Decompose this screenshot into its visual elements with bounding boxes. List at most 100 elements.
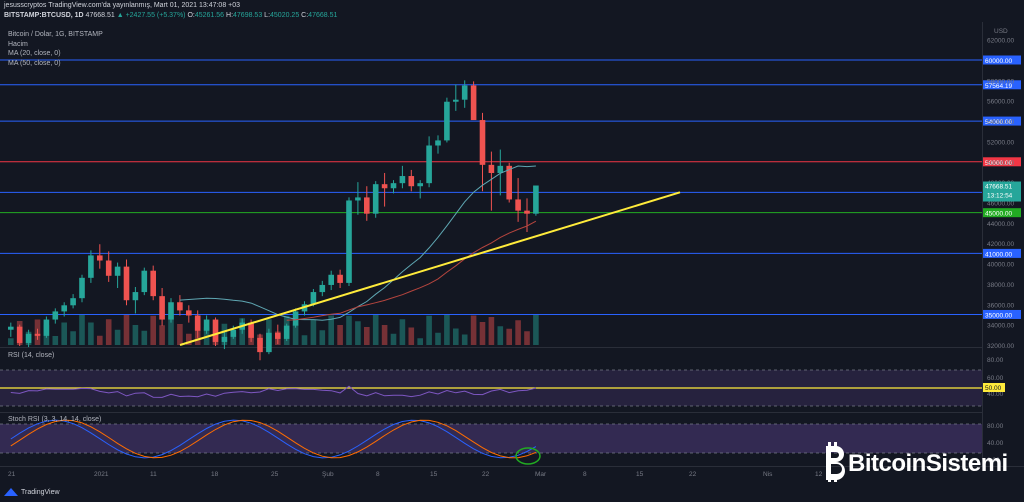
volume-bar — [168, 315, 174, 345]
price-tick: 46000.00 — [987, 201, 1014, 208]
stoch-rsi-legend[interactable]: Stoch RSI (3, 3, 14, 14, close) — [8, 416, 102, 423]
publish-info: jesusscryptos TradingView.com'da yayınla… — [4, 2, 241, 9]
volume-bar — [417, 338, 423, 345]
price-change: ▲ +2427.55 (+5.37%) — [116, 12, 186, 19]
volume-bar — [346, 315, 352, 345]
volume-bar — [355, 321, 361, 345]
time-tick: 12 — [815, 471, 823, 478]
level-label: 41000.00 — [985, 251, 1012, 258]
candle-body — [159, 296, 165, 320]
legend-ma50[interactable]: MA (50, close, 0) — [8, 59, 61, 67]
volume-bar — [328, 315, 334, 345]
price-tick: 32000.00 — [987, 343, 1014, 350]
candle-body — [346, 200, 352, 283]
candle-body — [515, 199, 521, 211]
candle-body — [292, 311, 299, 326]
o-label: O: — [187, 12, 195, 19]
level-label: 35000.00 — [985, 312, 1012, 319]
candle-body — [97, 255, 103, 261]
symbol[interactable]: BITSTAMP:BTCUSD, 1D — [4, 12, 84, 19]
high-value: 47698.53 — [233, 12, 263, 19]
volume-bar — [141, 330, 148, 345]
volume-bar — [16, 321, 23, 345]
support-trendline — [179, 191, 681, 346]
c-label: C: — [301, 12, 309, 19]
pane-tick: 80.00 — [987, 423, 1004, 430]
rsi-50-label-bg — [983, 383, 1005, 392]
candle-body — [372, 184, 379, 214]
current-price-bg — [983, 181, 1021, 202]
pane-tick: 40.00 — [987, 440, 1004, 447]
level-label-bg — [983, 80, 1021, 90]
volume-bar — [79, 315, 85, 345]
tradingview-label: TradingView — [21, 488, 60, 496]
candle-body — [381, 184, 388, 189]
candle-body — [230, 329, 237, 337]
legend-title[interactable]: Bitcoin / Dolar, 1G, BITSTAMP — [8, 31, 103, 38]
legend-volume[interactable]: Hacim — [8, 40, 28, 48]
candle-body — [453, 99, 459, 102]
candle-body — [390, 183, 397, 189]
volume-bar — [150, 315, 156, 345]
candle-body — [61, 305, 67, 312]
volume-bar — [61, 322, 67, 345]
volume-bar — [515, 320, 521, 345]
candle-body — [132, 292, 139, 301]
volume-bar — [426, 315, 432, 345]
price-tick: 50000.00 — [987, 160, 1014, 167]
candle-body — [177, 302, 183, 311]
price-tick: 52000.00 — [987, 139, 1014, 146]
candle-body — [497, 165, 504, 173]
price-tick: 42000.00 — [987, 241, 1014, 248]
volume-bar — [479, 322, 486, 345]
volume-bar — [248, 325, 254, 345]
volume-bar — [408, 327, 415, 345]
volume-bar — [319, 330, 326, 345]
indicator-legend: Bitcoin / Dolar, 1G, BITSTAMP Hacim MA (… — [8, 30, 103, 68]
candle-body — [399, 176, 406, 184]
volume-bar — [97, 335, 103, 345]
pane-tick: 40.00 — [987, 391, 1004, 398]
time-tick: 22 — [689, 471, 697, 478]
price-tick: 54000.00 — [987, 119, 1014, 126]
volume-bar — [488, 317, 495, 345]
volume-bar — [194, 317, 201, 345]
volume-bar — [390, 333, 397, 345]
volume-bar — [105, 319, 112, 345]
axis-currency: USD — [994, 28, 1008, 35]
volume-bar — [186, 333, 192, 345]
candle-body — [506, 165, 512, 200]
rsi-legend[interactable]: RSI (14, close) — [8, 352, 55, 359]
level-label: 50000.00 — [985, 160, 1012, 167]
candle-body — [310, 292, 317, 305]
stoch-d-line — [10, 419, 537, 459]
volume-bar — [310, 320, 317, 345]
tradingview-footer[interactable]: TradingView — [4, 488, 60, 496]
candle-body — [114, 266, 121, 276]
candle-body — [355, 197, 361, 201]
volume-bar — [221, 323, 228, 345]
candle-body — [248, 322, 254, 338]
time-tick: Şub — [322, 471, 334, 478]
chart-header: jesusscryptos TradingView.com'da yayınla… — [0, 0, 1024, 22]
candle-body — [488, 164, 495, 173]
candle-body — [168, 302, 174, 320]
volume-bar — [159, 325, 165, 345]
time-tick: 11 — [150, 471, 157, 478]
legend-ma20[interactable]: MA (20, close, 0) — [8, 50, 61, 57]
price-tick: 36000.00 — [987, 302, 1014, 309]
volume-bar — [470, 315, 477, 345]
time-tick: 25 — [271, 471, 279, 478]
volume-bar — [230, 332, 237, 345]
tradingview-logo-icon — [4, 488, 18, 496]
pane-separator — [0, 412, 982, 413]
level-label-bg — [983, 309, 1021, 319]
candle-body — [470, 85, 477, 121]
candle-body — [88, 255, 94, 278]
volume-bar — [275, 331, 281, 345]
price-tick: 56000.00 — [987, 99, 1014, 106]
time-axis-border — [0, 466, 1024, 467]
bitcoin-logo-icon — [826, 442, 845, 482]
time-tick: 21 — [8, 471, 16, 478]
